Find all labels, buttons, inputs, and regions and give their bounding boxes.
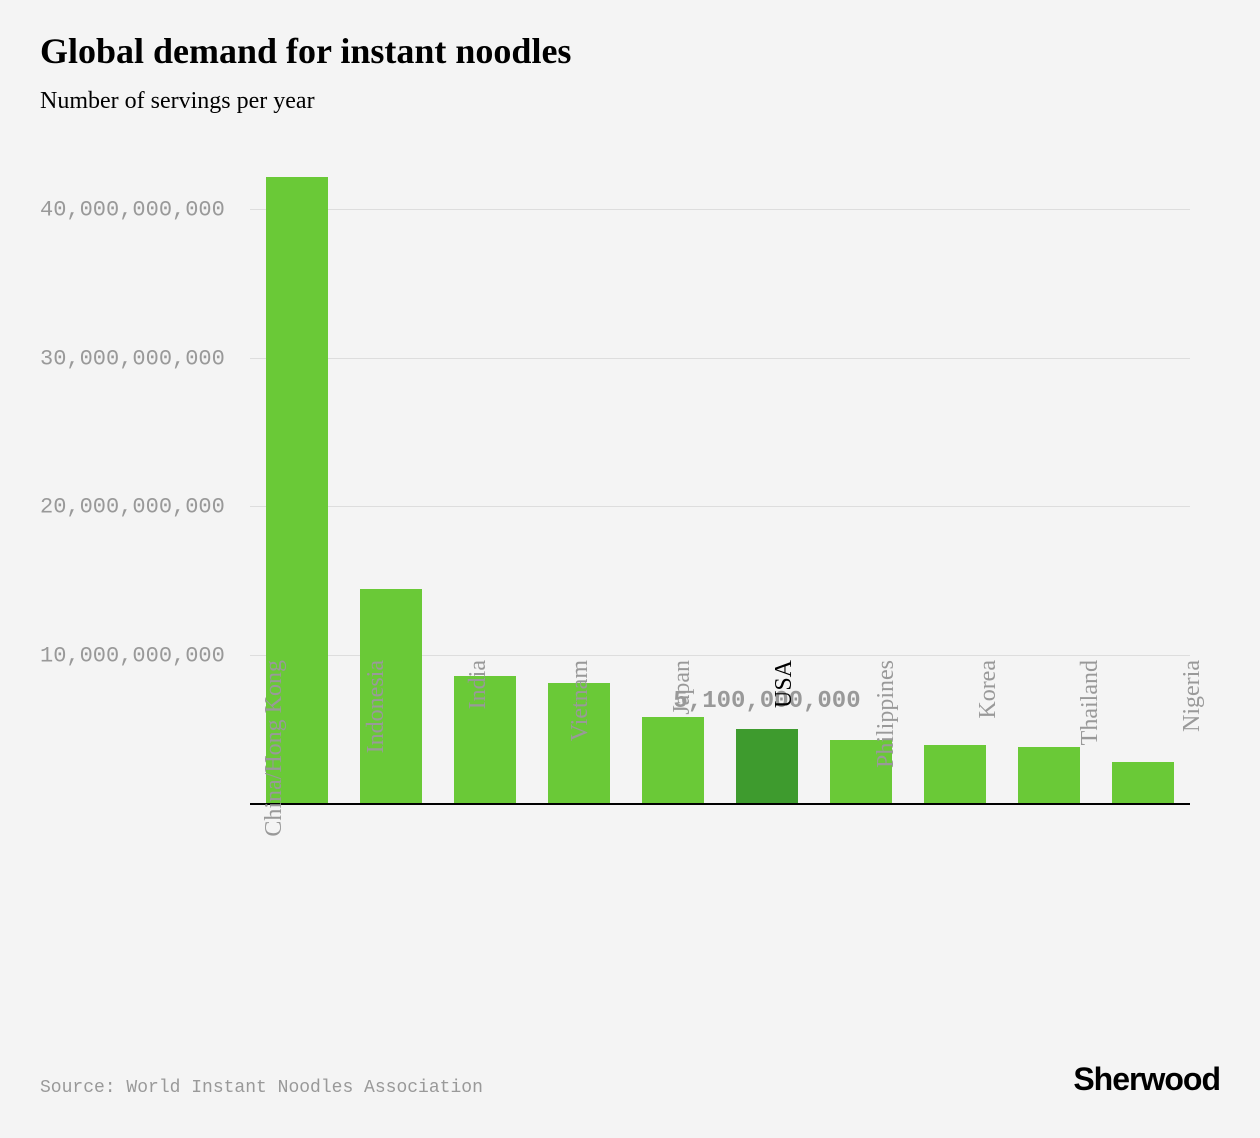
x-axis-label: Philippines <box>873 660 900 768</box>
x-axis-label: Vietnam <box>567 660 594 741</box>
x-axis-label: Nigeria <box>1179 660 1206 732</box>
x-label-wrap: China/Hong Kong <box>210 650 312 930</box>
x-label-wrap: Nigeria <box>1128 650 1230 930</box>
x-axis-label: Japan <box>669 660 696 715</box>
x-axis-label: India <box>465 660 492 709</box>
x-label-wrap: USA <box>720 650 822 930</box>
x-label-wrap: Philippines <box>822 650 924 930</box>
chart-subtitle: Number of servings per year <box>40 88 1220 115</box>
chart-footer: Source: World Instant Noodles Associatio… <box>40 1061 1220 1098</box>
x-label-wrap: India <box>414 650 516 930</box>
source-label: Source: World Instant Noodles Associatio… <box>40 1078 483 1098</box>
x-label-wrap: Vietnam <box>516 650 618 930</box>
y-axis-label: 30,000,000,000 <box>40 346 240 371</box>
brand-logo: Sherwood <box>1073 1061 1220 1098</box>
y-axis-label: 40,000,000,000 <box>40 197 240 222</box>
x-label-wrap: Thailand <box>1026 650 1128 930</box>
x-axis-label: China/Hong Kong <box>261 660 288 837</box>
x-axis-label: USA <box>771 660 798 708</box>
x-label-wrap: Japan <box>618 650 720 930</box>
x-axis-label: Korea <box>975 660 1002 719</box>
chart-title: Global demand for instant noodles <box>40 30 1220 72</box>
x-label-wrap: Indonesia <box>312 650 414 930</box>
x-labels-container: China/Hong Kong Indonesia India Vietnam Japa… <box>210 650 1230 930</box>
x-axis-label: Indonesia <box>363 660 390 753</box>
y-axis-label: 20,000,000,000 <box>40 495 240 520</box>
x-label-wrap: Korea <box>924 650 1026 930</box>
x-axis-label: Thailand <box>1077 660 1104 745</box>
